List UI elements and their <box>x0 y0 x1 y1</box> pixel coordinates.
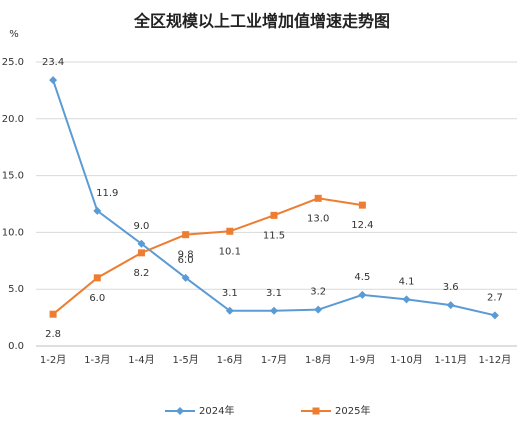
marker <box>137 239 146 248</box>
data-label: 9.0 <box>134 221 150 232</box>
data-label: 13.0 <box>307 213 329 224</box>
data-label: 9.8 <box>178 250 194 261</box>
data-label: 3.2 <box>310 287 326 298</box>
series-line <box>52 197 363 315</box>
marker <box>358 290 367 299</box>
marker <box>314 194 322 202</box>
y-tick-label: 25.0 <box>2 57 24 68</box>
x-tick-label: 1-12月 <box>479 354 512 366</box>
marker <box>446 301 455 310</box>
x-tick-label: 1-8月 <box>305 354 331 366</box>
marker <box>270 306 278 315</box>
data-label: 2.7 <box>487 292 503 303</box>
chart-title: 全区规模以上工业增加值增速走势图 <box>133 12 390 31</box>
marker <box>49 310 57 318</box>
marker <box>93 206 102 215</box>
x-tick-label: 1-5月 <box>172 354 198 366</box>
y-tick-label: 5.0 <box>8 284 24 295</box>
data-label: 6.0 <box>89 293 105 304</box>
x-tick-label: 1-6月 <box>217 354 243 366</box>
marker <box>181 273 190 282</box>
marker <box>182 231 190 239</box>
marker <box>402 295 411 304</box>
marker <box>270 211 278 219</box>
marker <box>490 311 499 320</box>
y-tick-label: 10.0 <box>2 227 24 238</box>
data-label: 11.5 <box>263 230 285 241</box>
data-label: 12.4 <box>351 220 373 231</box>
marker <box>225 306 234 315</box>
x-tick-label: 1-2月 <box>40 354 66 366</box>
legend-label: 2024年 <box>199 404 234 417</box>
marker <box>137 249 145 257</box>
legend-marker <box>312 407 320 415</box>
data-label: 10.1 <box>219 246 241 257</box>
data-label: 2.8 <box>45 329 61 340</box>
x-tick-label: 1-4月 <box>128 354 154 366</box>
marker <box>226 227 234 235</box>
marker <box>314 305 323 314</box>
x-tick-label: 1-7月 <box>261 354 287 366</box>
data-label: 3.6 <box>443 282 459 293</box>
y-tick-label: 20.0 <box>2 114 24 125</box>
marker <box>358 201 366 209</box>
legend-marker <box>176 407 184 415</box>
data-label: 3.1 <box>266 288 282 299</box>
x-tick-label: 1-9月 <box>349 354 375 366</box>
series-line <box>52 79 496 317</box>
marker <box>49 76 58 85</box>
y-unit: % <box>9 29 19 40</box>
data-label: 4.1 <box>399 276 415 287</box>
marker <box>93 274 101 282</box>
data-label: 11.9 <box>96 188 118 199</box>
data-label: 4.5 <box>354 272 370 283</box>
x-tick-label: 1-3月 <box>84 354 110 366</box>
data-label: 3.1 <box>222 288 238 299</box>
x-tick-label: 1-10月 <box>390 354 423 366</box>
data-label: 8.2 <box>134 268 150 279</box>
data-label: 6.0 <box>178 255 194 266</box>
y-tick-label: 15.0 <box>2 171 24 182</box>
x-tick-label: 1-11月 <box>434 354 467 366</box>
data-label: 23.4 <box>42 57 64 68</box>
y-tick-label: 0.0 <box>8 341 24 352</box>
legend-label: 2025年 <box>335 404 370 417</box>
